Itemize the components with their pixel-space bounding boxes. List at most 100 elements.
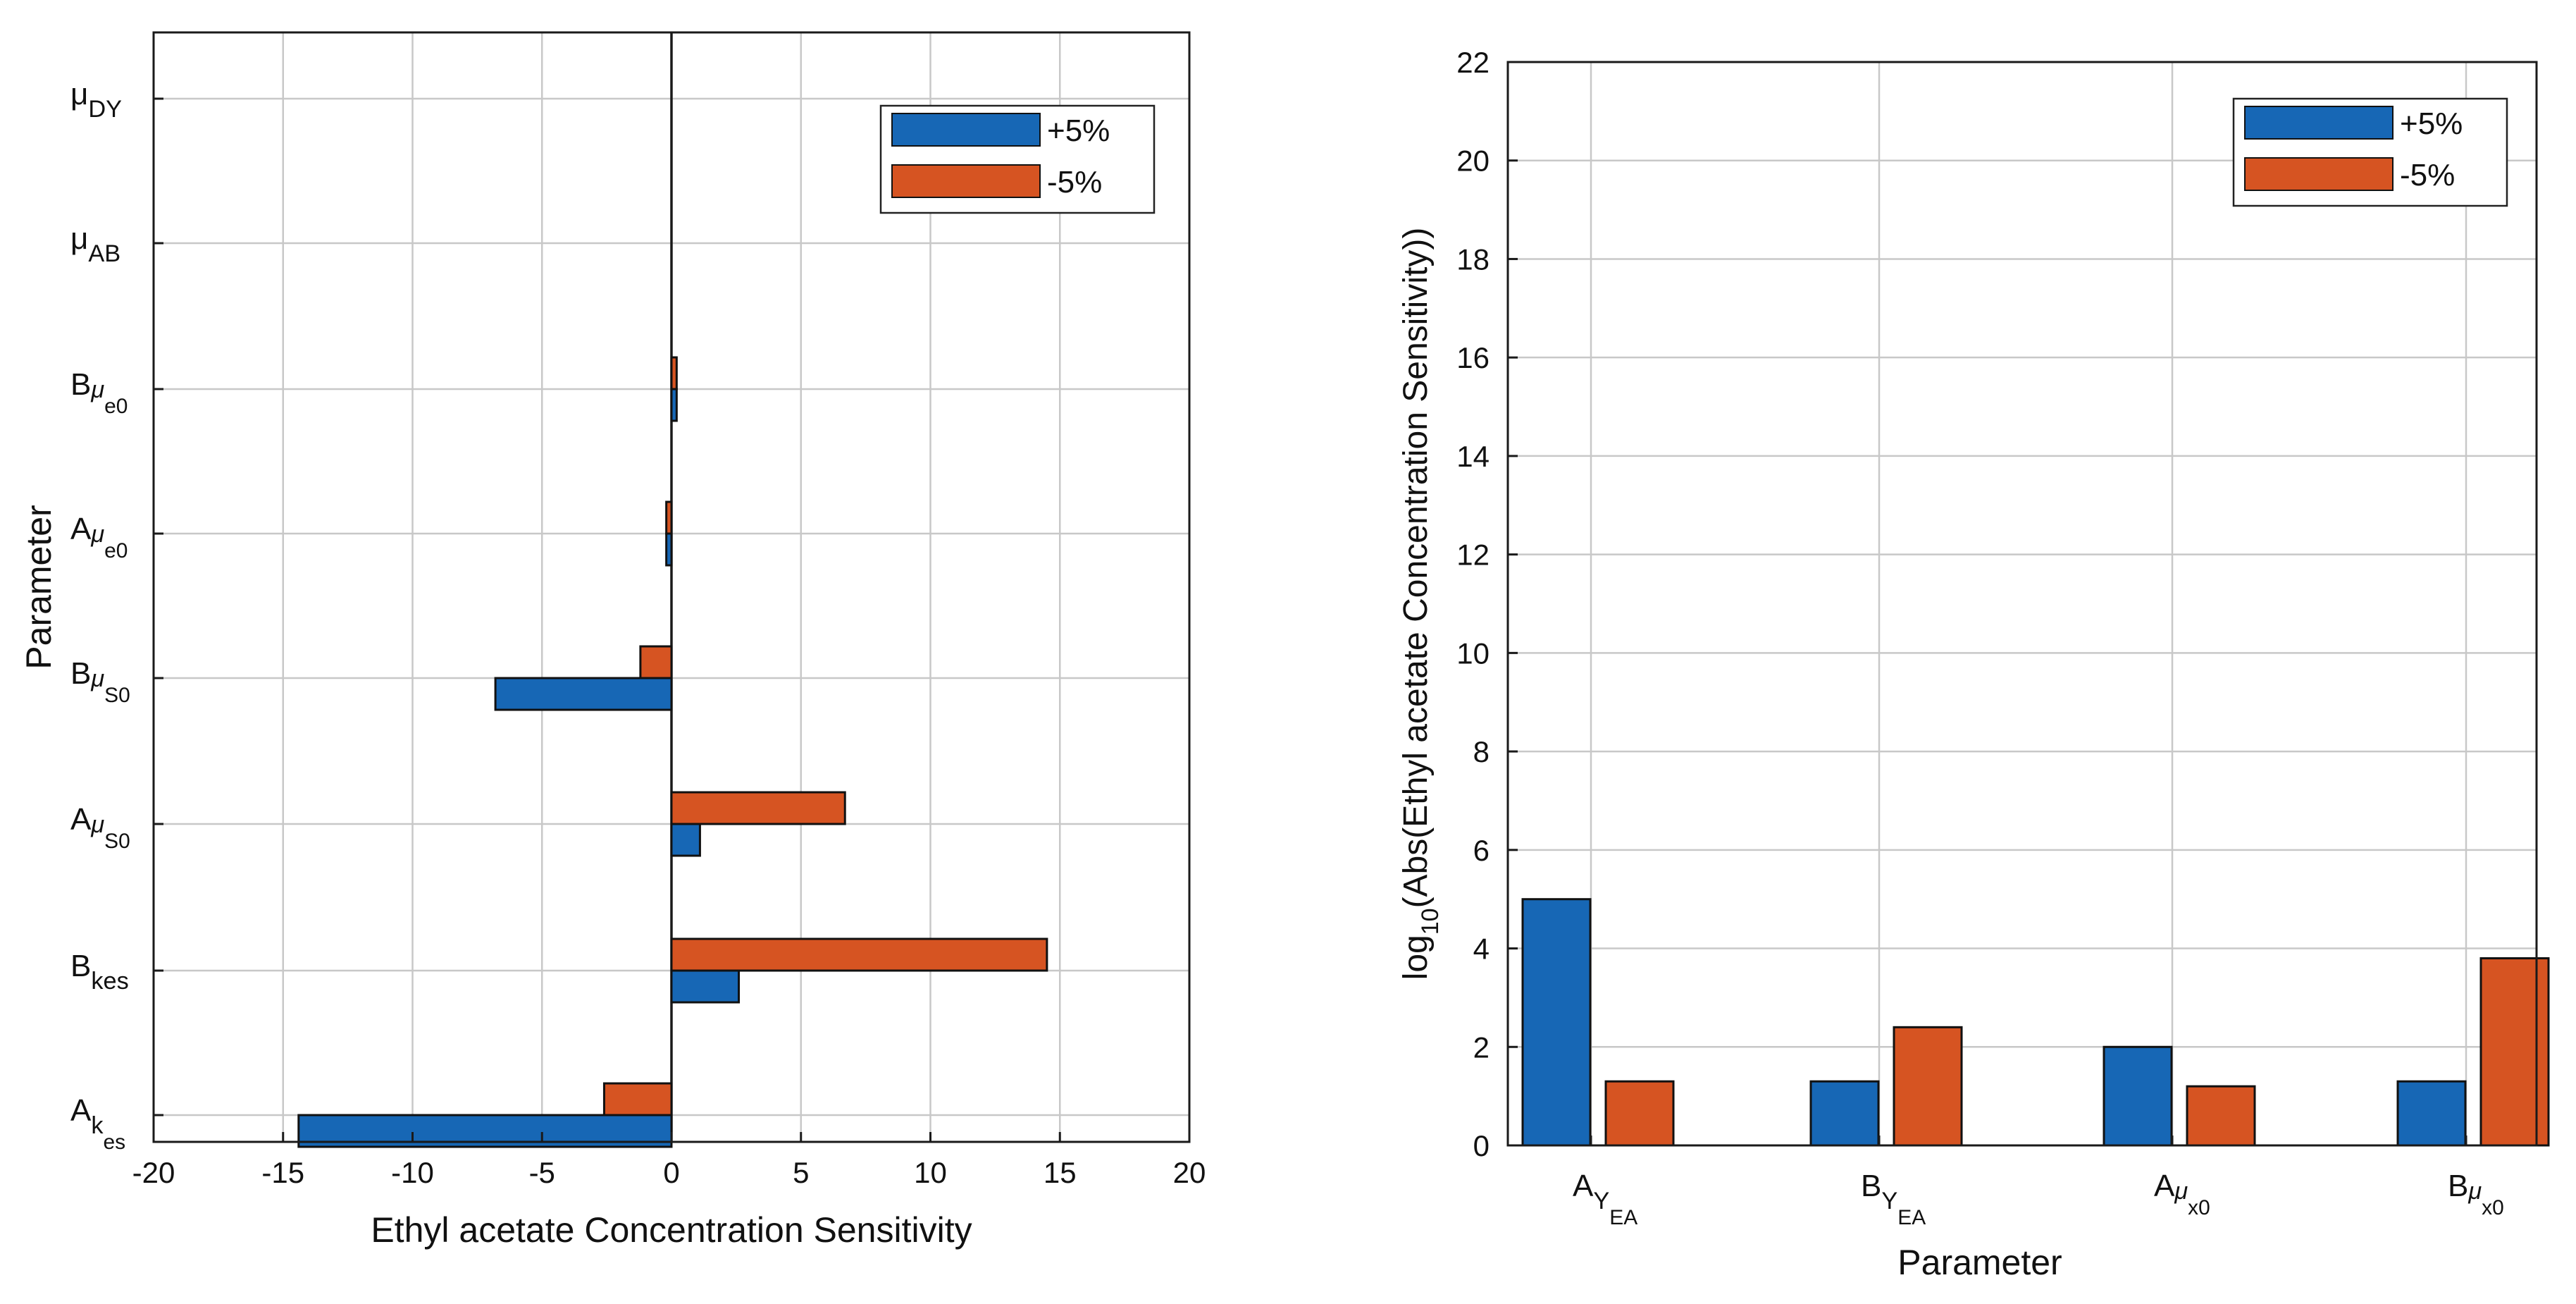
label-sub: μ [2174,1178,2188,1205]
y-tick-label: Akes [70,1093,125,1154]
bar-plus [670,388,678,422]
label-main: B [2448,1169,2468,1203]
label-main: μ [70,221,88,256]
label-main: A [1573,1169,1594,1203]
x-tick-label: Bμx0 [2448,1169,2504,1219]
x-tick-label: 20 [1173,1156,1206,1189]
bar-minus [670,791,846,825]
y-tick-label: 4 [1473,933,1490,966]
y-label-prefix: log [1397,935,1435,980]
bar-minus [665,500,673,535]
bar-minus [602,1082,673,1117]
y-tick-label: 14 [1456,440,1490,473]
label-sub: AB [88,240,120,267]
y-tick-label: 16 [1456,341,1490,374]
bar-minus [670,937,1048,972]
bar-minus [2186,1085,2256,1147]
x-tick-label: 10 [914,1156,947,1189]
y-tick-label: 20 [1456,144,1490,178]
label-subsub: e0 [104,539,128,562]
label-subsub: x0 [2482,1196,2504,1219]
x-tick-label: -15 [261,1156,304,1189]
legend-label-minus: -5% [1047,165,1102,199]
x-tick-label: 5 [793,1156,809,1189]
label-sub: DY [88,96,122,123]
y-tick-label: μDY [70,77,122,123]
bar-plus [1521,898,1592,1147]
label-sub: Y [1593,1188,1609,1214]
label-main: A [2154,1169,2175,1203]
legend-swatch-minus [2244,157,2394,191]
label-main: A [70,802,92,837]
y-tick-label: μAB [70,221,120,267]
label-sub: μ [90,811,104,838]
y-tick-label: BμS0 [70,656,130,707]
bar-plus [2396,1080,2467,1147]
label-subsub: es [104,1131,126,1154]
bar-minus [2479,957,2550,1147]
label-sub: μ [90,376,104,403]
y-tick-label: 18 [1456,242,1490,276]
label-main: A [70,512,92,546]
legend-label-plus: +5% [2400,106,2463,141]
legend-swatch-plus [2244,106,2394,140]
y-tick-label: 2 [1473,1031,1490,1064]
label-main: B [70,367,91,402]
label-sub: μ [90,665,104,692]
y-tick-label: Bμe0 [70,367,128,418]
label-sub: Y [1881,1188,1897,1214]
bar-plus [670,823,701,857]
legend-swatch-minus [891,164,1041,198]
y-tick-label: Bkes [70,949,129,995]
y-tick-label: 12 [1456,539,1490,572]
label-main: A [70,1093,92,1128]
y-tick-label: AμS0 [70,802,130,853]
y-tick-label: 8 [1473,735,1490,768]
x-axis-label: Ethyl acetate Concentration Sensitivity [371,1210,972,1250]
y-axis-label: log10(Abs(Ethyl acetate Concentration Se… [1397,228,1444,980]
label-subsub: S0 [104,684,130,707]
y-tick-label: 6 [1473,834,1490,867]
x-tick-label: -20 [132,1156,175,1189]
x-tick-label: -10 [391,1156,434,1189]
bar-plus [494,677,673,711]
label-subsub: x0 [2188,1196,2210,1219]
bar-plus [2103,1045,2173,1147]
legend-label-minus: -5% [2400,158,2455,192]
y-tick-label: 0 [1473,1129,1490,1162]
bar-plus [665,532,673,567]
label-main: B [70,949,91,983]
x-tick-label: Aμx0 [2154,1169,2210,1219]
x-axis-label: Parameter [1897,1243,2062,1282]
label-sub: μ [2467,1178,2482,1205]
bar-minus [1604,1080,1675,1147]
y-label-rest: (Abs(Ethyl acetate Concentration Sensiti… [1397,228,1435,909]
bar-minus [1893,1026,1963,1147]
y-label-sub: 10 [1417,908,1444,935]
label-subsub: EA [1897,1206,1926,1229]
bar-minus [639,645,673,679]
y-tick-label: 10 [1456,636,1490,670]
label-subsub: EA [1609,1206,1637,1229]
y-tick-label: 22 [1456,46,1490,79]
bar-plus [670,969,741,1004]
log-sensitivity-chart: 0246810121416182022AYEABYEAAμx0Bμx0Param… [1397,46,2550,1282]
label-sub: kes [91,968,128,995]
x-tick-label: BYEA [1861,1169,1926,1229]
legend-swatch-plus [891,113,1041,147]
plot-frame [1506,61,2538,1147]
label-subsub: e0 [104,395,128,418]
label-main: μ [70,77,88,111]
x-tick-label: AYEA [1573,1169,1637,1229]
x-tick-label: 0 [663,1156,679,1189]
sensitivity-chart: -20 -15 -10 -5 0 5 10 15 20AkesBkesAμS0BμS0Aμe0B… [19,31,1206,1250]
label-sub: μ [90,521,104,548]
label-main: B [70,656,91,691]
bar-minus [670,356,678,390]
y-axis-label: Parameter [19,505,58,669]
label-subsub: S0 [104,830,130,853]
label-main: B [1861,1169,1881,1203]
x-tick-label: 15 [1044,1156,1077,1189]
label-sub: k [91,1112,104,1139]
